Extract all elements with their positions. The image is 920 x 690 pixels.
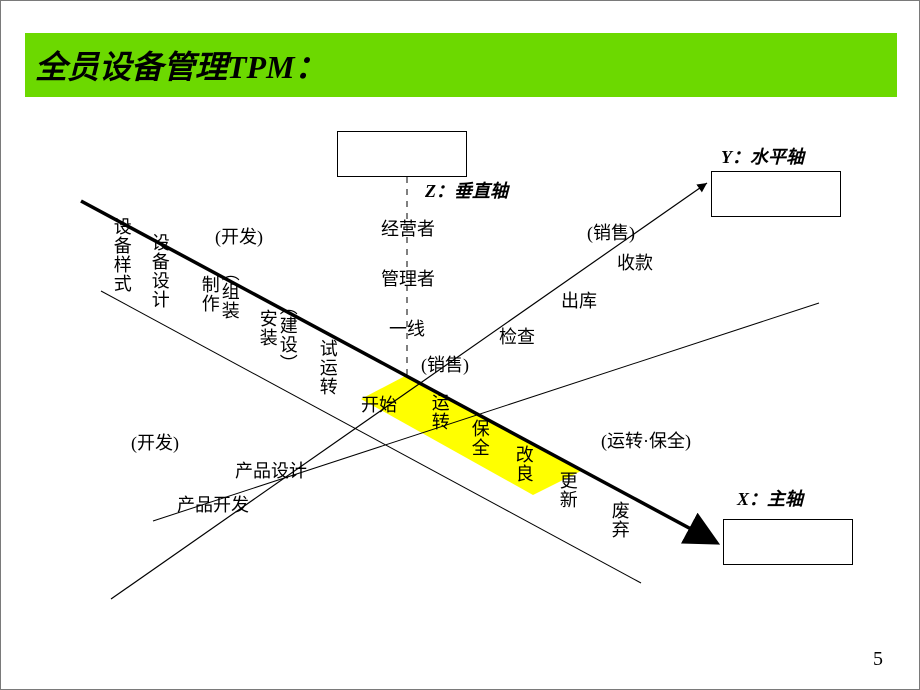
x-item-maint: 保全: [469, 419, 490, 457]
diagram-svg: [1, 1, 920, 690]
slide: 全员设备管理TPM： Z：垂直轴 Y：水平轴 X：主轴 经营者 管理者 一线: [0, 0, 920, 690]
upper-parallel-line: [101, 291, 641, 583]
x-item-install-paren: （建设）: [277, 297, 298, 373]
x-item-make: 制作: [199, 275, 220, 313]
x-item-trial: 试运转: [317, 339, 338, 396]
x-left-tag: (开发): [215, 227, 263, 248]
x-item-start: 开始: [361, 395, 397, 416]
page-number: 5: [873, 648, 883, 671]
x-item-discard: 废弃: [609, 501, 630, 539]
y-item-salestag: (销售): [421, 355, 469, 376]
x-axis-label: X：主轴: [737, 489, 803, 510]
y-item-collect: 收款: [617, 253, 653, 274]
z-axis-label: Z：垂直轴: [425, 181, 508, 202]
page-title: 全员设备管理TPM：: [35, 42, 327, 88]
z-level-3: 一线: [389, 319, 425, 340]
lower-parallel-line: [153, 303, 819, 521]
z-level-1: 经营者: [381, 219, 435, 240]
x-item-improve: 改良: [513, 445, 534, 483]
title-bar: 全员设备管理TPM：: [25, 33, 897, 97]
y-item-dev: 产品开发: [177, 495, 249, 516]
y-item-out: 出库: [561, 291, 597, 312]
x-item-design: 设备设计: [149, 233, 170, 309]
x-right-tag: (运转·保全): [601, 431, 711, 452]
x-item-style: 设备样式: [111, 217, 132, 293]
box-y-origin: [711, 171, 841, 217]
x-item-make-paren: （组装: [219, 263, 240, 320]
box-x-origin: [723, 519, 853, 565]
box-z-origin: [337, 131, 467, 177]
y-axis-label: Y：水平轴: [721, 147, 804, 168]
x-item-renew: 更新: [557, 471, 578, 509]
x-item-run: 运转: [429, 393, 450, 431]
x-item-install: 安装: [257, 309, 278, 347]
y-item-check: 检查: [499, 327, 535, 348]
y-item-salestag2: (销售): [587, 223, 635, 244]
z-level-2: 管理者: [381, 269, 435, 290]
y-item-devtag: (开发): [131, 433, 179, 454]
y-item-design: 产品设计: [235, 461, 307, 482]
